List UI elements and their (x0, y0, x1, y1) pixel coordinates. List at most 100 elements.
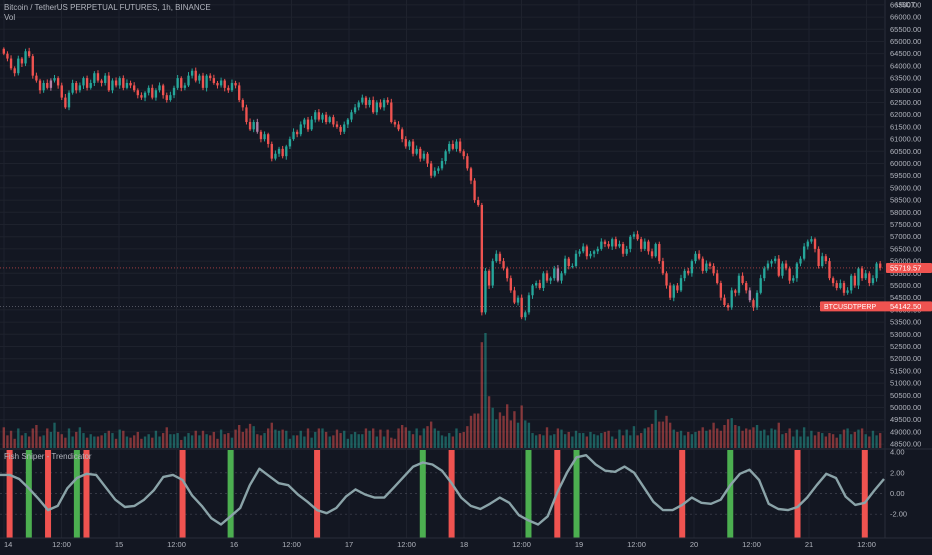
time-tick-label: 12:00 (167, 540, 186, 549)
volume-bar (42, 435, 45, 448)
candle-body (408, 141, 411, 147)
volume-bar (864, 434, 867, 448)
volume-bar (350, 434, 353, 448)
candle-body (194, 70, 197, 81)
price-tick-label: 63000.00 (890, 86, 921, 95)
candle-body (154, 90, 158, 98)
candle-body (864, 273, 867, 279)
volume-bar (694, 431, 697, 448)
candle-body (93, 73, 96, 83)
candle-body (2, 48, 5, 54)
candle-body (17, 58, 20, 74)
price-tick-label: 53500.00 (890, 318, 921, 327)
volume-bar (295, 435, 299, 448)
volume-bar (770, 428, 773, 448)
candle-body (665, 273, 668, 286)
price-tick-label: 52500.00 (890, 342, 921, 351)
candle-body (201, 75, 205, 88)
candle-body (462, 151, 465, 157)
volume-bar (107, 430, 111, 448)
volume-bar (433, 428, 436, 448)
candle-body (151, 87, 154, 98)
price-tick-label: 54500.00 (890, 293, 921, 302)
volume-bar (147, 434, 150, 448)
candle-body (176, 78, 179, 88)
volume-bar (125, 436, 129, 448)
volume-bar (618, 429, 621, 448)
volume-bar (209, 435, 212, 448)
volume-bar (817, 431, 820, 448)
candle-body (466, 156, 469, 169)
candle-body (299, 124, 302, 135)
volume-bar (687, 431, 690, 448)
candle-body (477, 200, 480, 205)
volume-bar (161, 433, 165, 448)
volume-bar (212, 431, 216, 448)
candle-body (766, 263, 770, 269)
volume-bar (495, 419, 498, 448)
volume-bar (708, 429, 712, 448)
candle-body (654, 244, 657, 257)
indicator-legend[interactable]: Fish Sniper - Trendicator (4, 452, 92, 461)
candle-body (451, 143, 455, 149)
symbol-title[interactable]: Bitcoin / TetherUS PERPETUAL FUTURES, 1h… (4, 3, 211, 12)
green-signal-bar (525, 450, 532, 538)
volume-bar (158, 436, 161, 448)
volume-bar (234, 429, 237, 448)
volume-legend[interactable]: Vol (4, 13, 16, 22)
price-tick-label: 65000.00 (890, 37, 921, 46)
volume-bar (111, 433, 114, 448)
candle-body (549, 278, 552, 281)
candle-body (621, 244, 625, 254)
volume-bar (839, 434, 842, 448)
candle-body (850, 275, 853, 291)
candle-body (38, 80, 42, 91)
candle-body (285, 146, 288, 157)
volume-bar (650, 423, 654, 448)
volume-bar (172, 434, 176, 448)
volume-bar (89, 434, 92, 448)
candle-body (683, 270, 686, 279)
volume-bar (741, 430, 744, 448)
volume-bar (455, 428, 458, 448)
price-tick-label: 56500.00 (890, 244, 921, 253)
volume-bar (53, 422, 56, 448)
price-tick-label: 51000.00 (890, 379, 921, 388)
candle-body (781, 263, 784, 276)
volume-bar (379, 429, 382, 448)
candle-body (860, 268, 864, 279)
time-axis[interactable]: 14 12:00 15 12:00 16 12:00 17 12:00 18 12:00 19 12:… (0, 537, 932, 549)
candle-body (198, 75, 201, 81)
volume-bar (640, 433, 643, 448)
candle-body (875, 263, 878, 279)
volume-bar (585, 436, 589, 448)
candle-body (125, 82, 129, 88)
price-tick-label: 49500.00 (890, 415, 921, 424)
volume-bar (748, 429, 751, 448)
volume-bar (281, 429, 284, 448)
volume-bar (248, 423, 252, 448)
candle-body (375, 102, 378, 113)
volume-bar (563, 434, 567, 448)
candle-body (799, 258, 802, 264)
candle-body (879, 263, 882, 268)
grid (0, 0, 932, 538)
candle-body (422, 153, 426, 159)
volume-bar (723, 425, 726, 448)
volume-bar (520, 405, 523, 448)
volume-bar (274, 429, 277, 448)
red-signal-bar (179, 450, 186, 538)
price-axis[interactable]: 48500.00 49000.00 49500.00 50000.00 50500.00… (820, 0, 932, 519)
volume-bar (6, 435, 9, 448)
volume-bar (871, 430, 875, 448)
volume-bar (223, 434, 226, 448)
candle-body (730, 290, 733, 308)
price-tick-label: 66000.00 (890, 13, 921, 22)
candle-body (227, 87, 230, 91)
volume-bar (647, 427, 650, 448)
volume-bar (850, 434, 853, 448)
candle-body (506, 268, 509, 279)
candle-body (53, 78, 56, 81)
